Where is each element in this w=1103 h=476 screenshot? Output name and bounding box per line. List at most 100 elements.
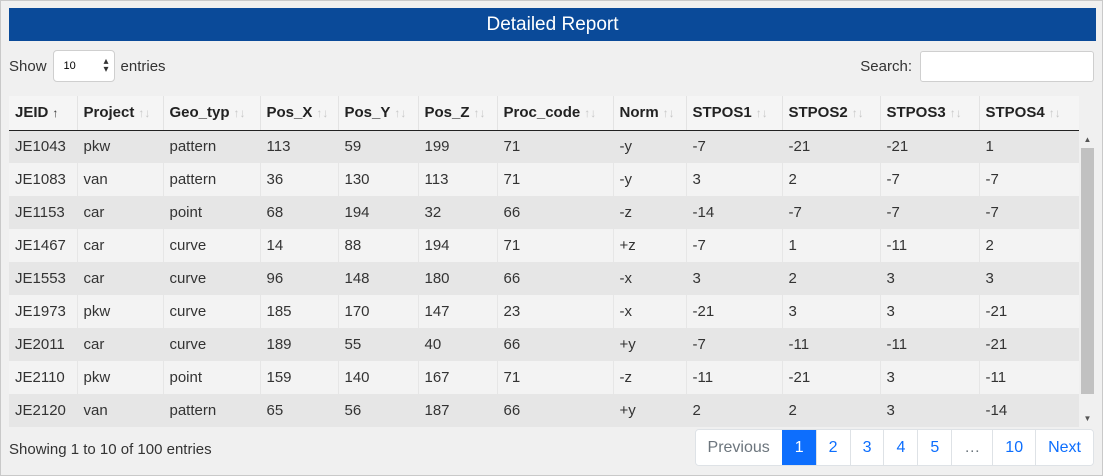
column-header-label: Pos_X xyxy=(266,104,313,122)
cell-norm: +y xyxy=(612,328,686,361)
cell-norm: -z xyxy=(612,196,686,229)
table-row[interactable]: JE2120 van pattern 65 56 187 66 +y 2 2 3 -14 xyxy=(9,394,1079,427)
table-row[interactable]: JE1973 pkw curve 185 170 147 23 -x -21 3 3 -21 xyxy=(9,295,1079,328)
page-button-5[interactable]: 5 xyxy=(917,430,952,465)
previous-page-button[interactable]: Previous xyxy=(695,430,782,465)
cell-norm: -z xyxy=(612,361,686,394)
column-header-pos-z[interactable]: Pos_Z ↑↓ xyxy=(417,96,497,131)
cell-jeid: JE2120 xyxy=(9,394,77,427)
cell-project: car xyxy=(76,262,163,295)
cell-pos-x: 65 xyxy=(259,394,338,427)
cell-project: pkw xyxy=(76,130,163,163)
cell-pos-y: 88 xyxy=(337,229,418,262)
length-menu: Show 10 ▴ ▾ entries xyxy=(9,50,166,82)
column-header-norm[interactable]: Norm ↑↓ xyxy=(612,96,686,131)
cell-pos-x: 14 xyxy=(259,229,338,262)
column-header-label: Project xyxy=(83,104,135,122)
page-button-3[interactable]: 3 xyxy=(849,430,884,465)
cell-stpos1: -21 xyxy=(685,295,782,328)
cell-stpos4: 3 xyxy=(978,262,1079,295)
column-header-label: Pos_Z xyxy=(424,104,470,122)
table-row[interactable]: JE1043 pkw pattern 113 59 199 71 -y -7 -21 -21 1 xyxy=(9,130,1079,163)
column-header-label: STPOS1 xyxy=(692,104,752,122)
cell-geo-typ: point xyxy=(162,361,260,394)
cell-stpos2: 2 xyxy=(781,262,880,295)
cell-pos-z: 180 xyxy=(417,262,497,295)
entries-per-page-select[interactable]: 10 xyxy=(52,50,115,82)
cell-stpos1: 3 xyxy=(685,262,782,295)
table-info: Showing 1 to 10 of 100 entries xyxy=(9,441,212,458)
cell-pos-z: 187 xyxy=(417,394,497,427)
column-header-label: Norm xyxy=(619,104,659,122)
table-row[interactable]: JE2011 car curve 189 55 40 66 +y -7 -11 -11 -21 xyxy=(9,328,1079,361)
cell-stpos4: -14 xyxy=(978,394,1079,427)
scroll-up-icon[interactable]: ▲ xyxy=(1083,135,1092,144)
column-header-jeid[interactable]: JEID ↑ xyxy=(9,96,77,131)
cell-geo-typ: curve xyxy=(162,328,260,361)
column-header-stpos3[interactable]: STPOS3 ↑↓ xyxy=(879,96,979,131)
sort-icon: ↑↓ xyxy=(949,106,962,121)
column-header-label: STPOS3 xyxy=(886,104,946,122)
column-header-label: Pos_Y xyxy=(344,104,391,122)
table-scrollbar[interactable]: ▲ ▼ xyxy=(1079,131,1096,427)
header-row: JEID ↑ Project ↑↓ Geo_typ ↑↓ Pos_X ↑↓ Pos_Y ↑↓ Pos… xyxy=(9,96,1079,131)
cell-jeid: JE1153 xyxy=(9,196,77,229)
page-button-1[interactable]: 1 xyxy=(781,430,816,465)
next-page-button[interactable]: Next xyxy=(1035,430,1093,465)
column-header-stpos4[interactable]: STPOS4 ↑↓ xyxy=(978,96,1079,131)
page-button-4[interactable]: 4 xyxy=(883,430,918,465)
cell-jeid: JE1553 xyxy=(9,262,77,295)
table-row[interactable]: JE1153 car point 68 194 32 66 -z -14 -7 -7 -7 xyxy=(9,196,1079,229)
length-suffix: entries xyxy=(120,57,166,75)
cell-pos-x: 189 xyxy=(259,328,338,361)
scroll-down-icon[interactable]: ▼ xyxy=(1083,414,1092,423)
cell-proc-code: 71 xyxy=(496,361,613,394)
column-header-pos-x[interactable]: Pos_X ↑↓ xyxy=(259,96,338,131)
cell-stpos2: -21 xyxy=(781,361,880,394)
column-header-geo-typ[interactable]: Geo_typ ↑↓ xyxy=(162,96,260,131)
cell-stpos1: -7 xyxy=(685,328,782,361)
cell-stpos3: 3 xyxy=(879,295,979,328)
column-header-stpos2[interactable]: STPOS2 ↑↓ xyxy=(781,96,880,131)
sort-icon: ↑↓ xyxy=(755,106,768,121)
cell-norm: +z xyxy=(612,229,686,262)
cell-geo-typ: curve xyxy=(162,295,260,328)
cell-pos-y: 140 xyxy=(337,361,418,394)
table-row[interactable]: JE1467 car curve 14 88 194 71 +z -7 1 -11 2 xyxy=(9,229,1079,262)
table-row[interactable]: JE1553 car curve 96 148 180 66 -x 3 2 3 3 xyxy=(9,262,1079,295)
cell-norm: -y xyxy=(612,130,686,163)
cell-project: van xyxy=(76,394,163,427)
column-header-pos-y[interactable]: Pos_Y ↑↓ xyxy=(337,96,418,131)
cell-project: car xyxy=(76,196,163,229)
column-header-project[interactable]: Project ↑↓ xyxy=(76,96,163,131)
length-select-wrap[interactable]: 10 ▴ ▾ xyxy=(47,50,121,82)
table-row[interactable]: JE2110 pkw point 159 140 167 71 -z -11 -21 3 -11 xyxy=(9,361,1079,394)
search-input[interactable] xyxy=(920,50,1094,82)
cell-pos-z: 32 xyxy=(417,196,497,229)
cell-proc-code: 71 xyxy=(496,229,613,262)
cell-project: pkw xyxy=(76,295,163,328)
cell-pos-z: 113 xyxy=(417,163,497,196)
column-header-stpos1[interactable]: STPOS1 ↑↓ xyxy=(685,96,782,131)
cell-project: car xyxy=(76,229,163,262)
table-row[interactable]: JE1083 van pattern 36 130 113 71 -y 3 2 -7 -7 xyxy=(9,163,1079,196)
cell-stpos1: 2 xyxy=(685,394,782,427)
cell-stpos4: -21 xyxy=(978,295,1079,328)
cell-stpos3: 3 xyxy=(879,262,979,295)
page-button-2[interactable]: 2 xyxy=(815,430,850,465)
cell-stpos2: -7 xyxy=(781,196,880,229)
cell-pos-z: 147 xyxy=(417,295,497,328)
scrollbar-thumb[interactable] xyxy=(1081,148,1094,394)
pagination: Previous 1 2 3 4 5… 10 Next xyxy=(694,429,1094,466)
column-header-proc-code[interactable]: Proc_code ↑↓ xyxy=(496,96,613,131)
cell-proc-code: 23 xyxy=(496,295,613,328)
table-body: JE1043 pkw pattern 113 59 199 71 -y -7 -21 -21 1 JE1… xyxy=(9,130,1079,427)
column-header-label: STPOS2 xyxy=(788,104,848,122)
cell-norm: -x xyxy=(612,295,686,328)
sort-ascending-icon: ↑ xyxy=(52,106,59,121)
cell-jeid: JE1973 xyxy=(9,295,77,328)
cell-stpos2: -21 xyxy=(781,130,880,163)
cell-stpos3: 3 xyxy=(879,394,979,427)
page-button-10[interactable]: 10 xyxy=(992,430,1036,465)
